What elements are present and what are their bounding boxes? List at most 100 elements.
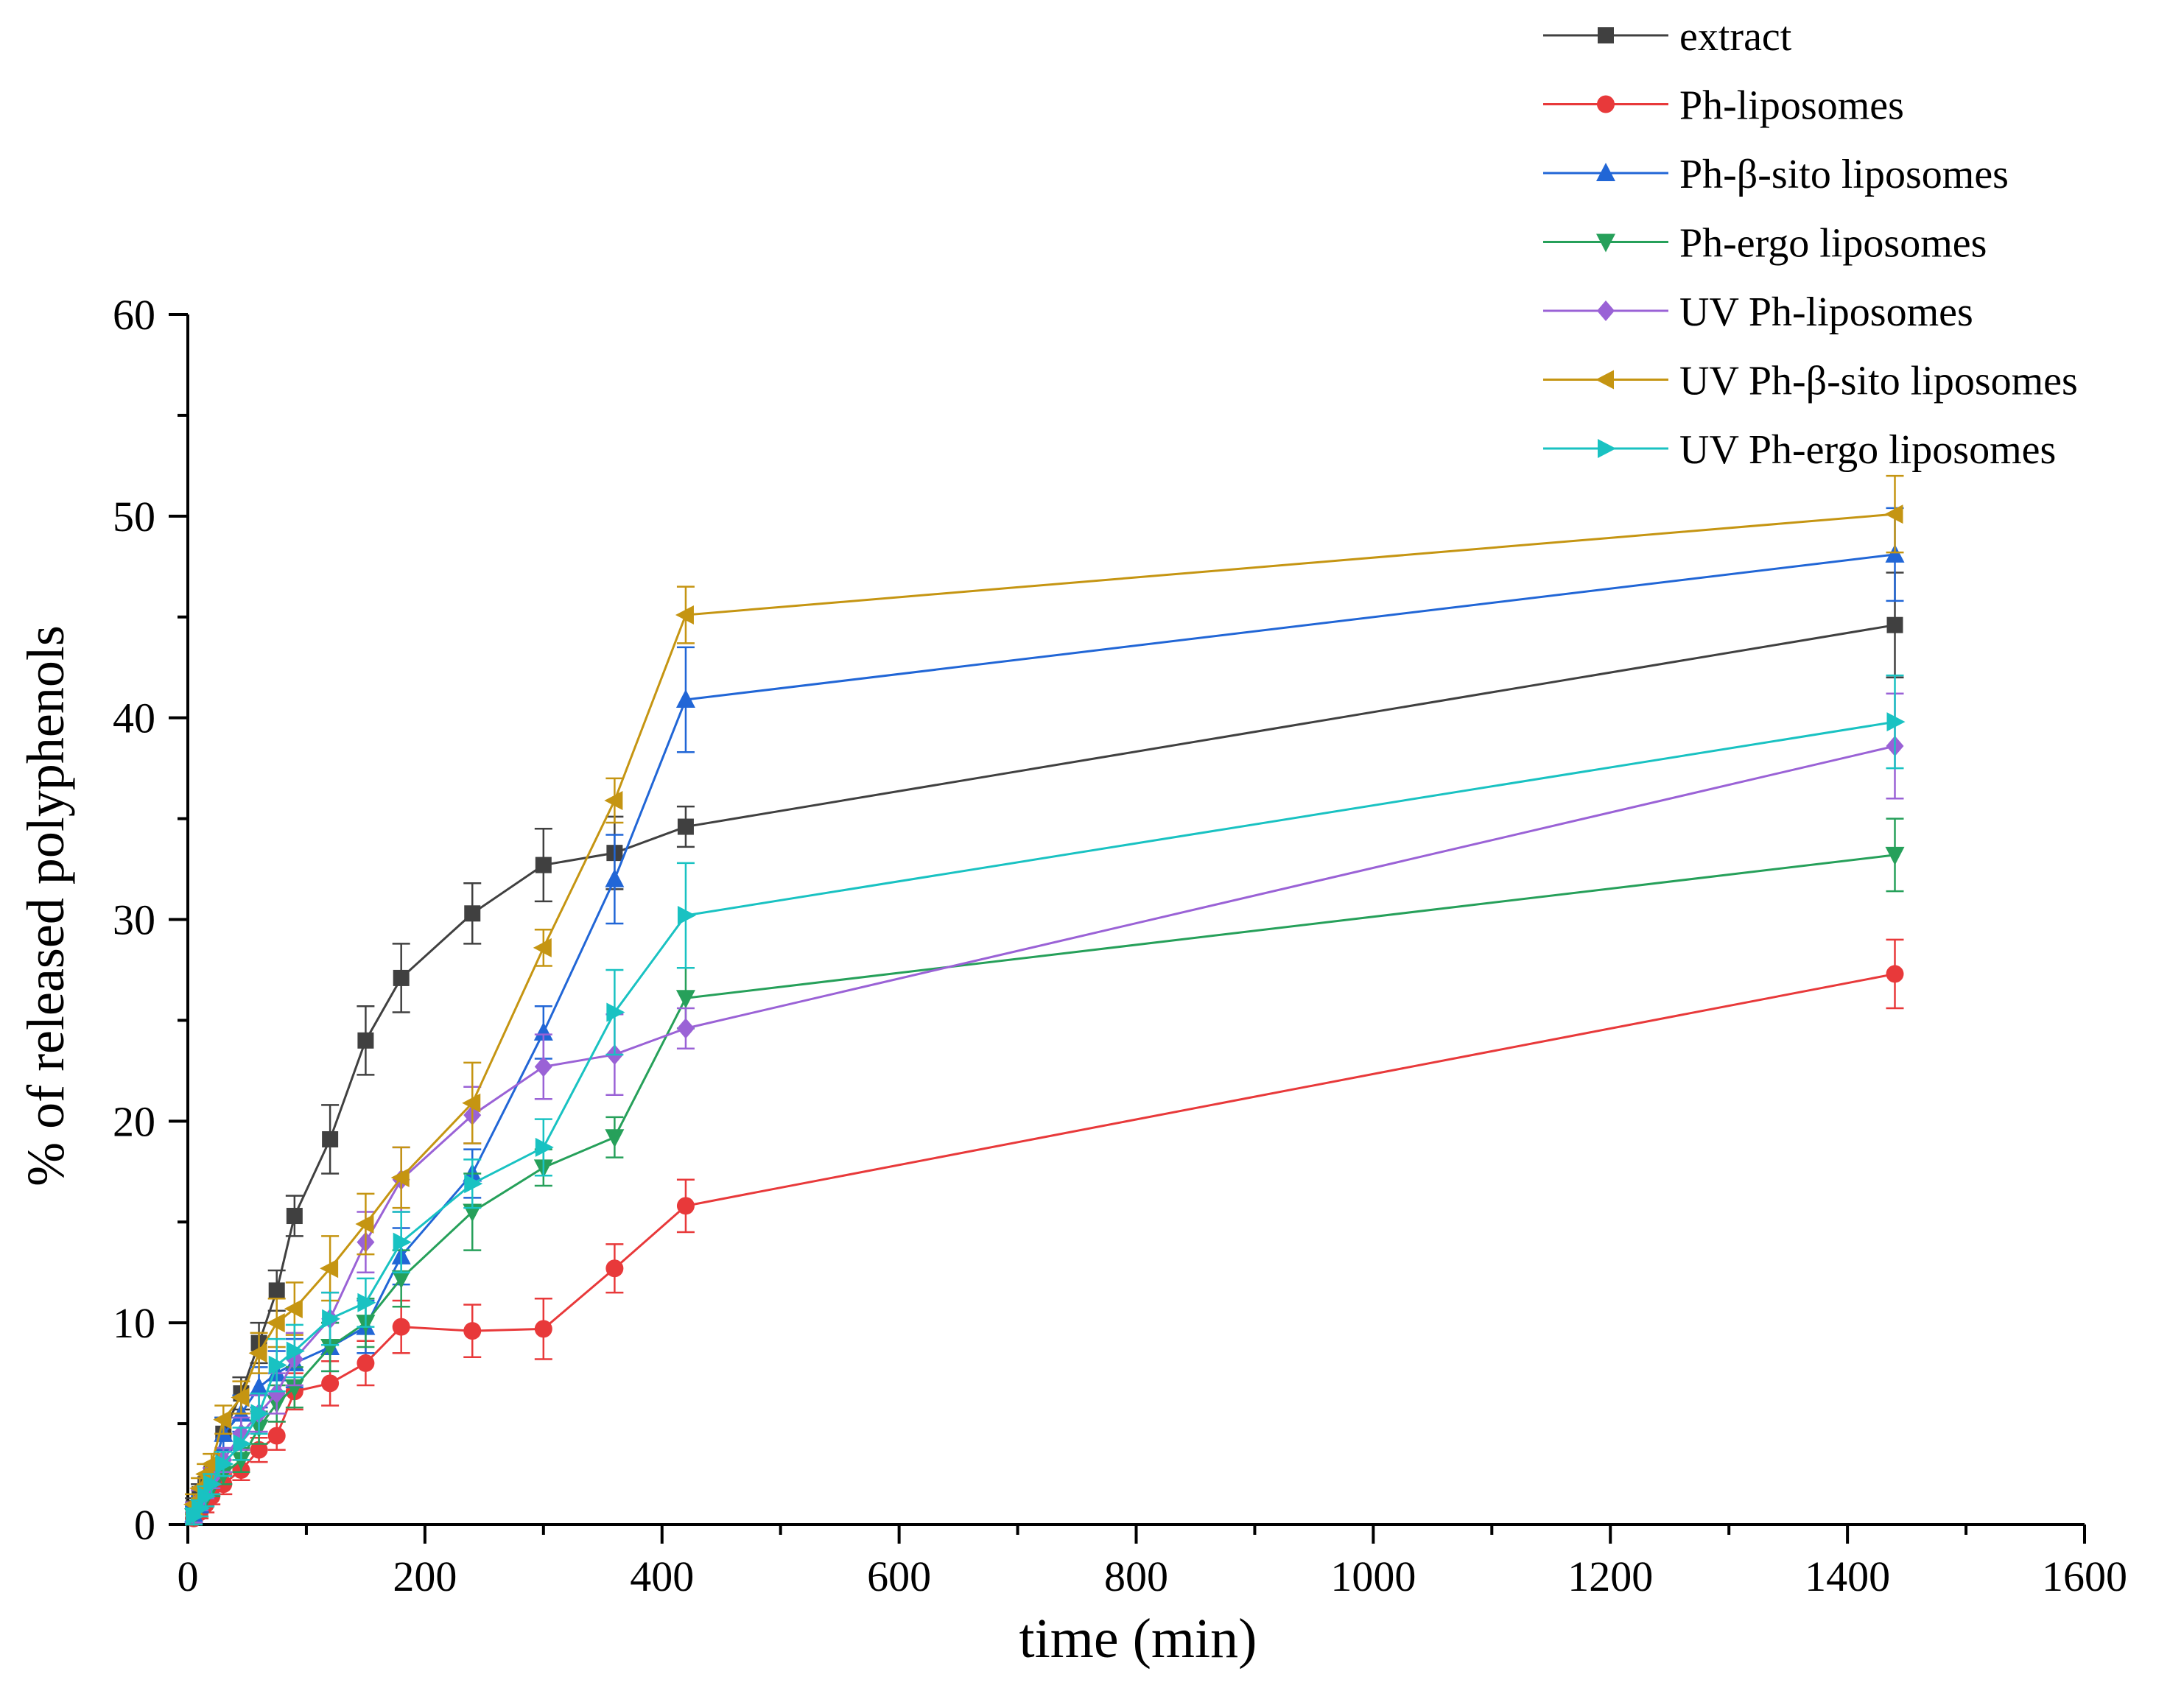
data-point [357,1354,375,1372]
data-point [535,1137,554,1157]
data-point [321,1374,340,1393]
data-point [357,1293,376,1312]
y-tick-label: 20 [113,1097,155,1145]
data-point [286,1341,305,1361]
data-point [1884,504,1903,524]
legend-label: UV Ph-ergo liposomes [1679,427,2056,473]
data-point [355,1214,374,1234]
data-point [677,906,696,926]
data-point [393,969,410,986]
data-point [605,868,625,887]
x-tick-label: 600 [867,1552,931,1600]
data-point [1885,846,1905,865]
data-point [250,1441,268,1459]
data-point [233,1434,252,1454]
legend-swatch-marker [1596,233,1615,253]
x-tick-label: 1600 [2042,1552,2127,1600]
series-5 [183,474,1904,1516]
data-point [268,1355,287,1375]
y-tick-label: 30 [113,896,155,944]
x-tick-label: 200 [393,1552,457,1600]
data-point [231,1452,251,1471]
legend: extract Ph-liposomes Ph-β-sito liposomes Ph… [1543,14,2078,473]
data-point [322,1130,339,1147]
data-point [284,1379,304,1398]
data-point [1886,616,1903,633]
axes: 0 200 400 600 800 1000 1200 1400 1600 0 10 20 30 40 50… [113,291,2127,1600]
data-point [464,1174,483,1194]
x-tick-label: 1400 [1805,1552,1890,1600]
data-point [320,1259,339,1279]
data-point [249,1376,269,1396]
data-point [676,1197,695,1215]
legend-swatch-marker [1597,95,1615,113]
data-point [213,1410,232,1429]
y-axis-title: % of released polyphenols [16,625,75,1186]
data-point [267,1383,286,1404]
legend-item-3: Ph-ergo liposomes [1543,221,1987,267]
legend-label: Ph-β-sito liposomes [1679,152,2009,197]
y-tick-label: 0 [134,1501,155,1549]
data-point [534,1320,552,1338]
data-point [197,1486,217,1506]
data-point [604,790,623,810]
data-point [248,1343,267,1363]
data-point [462,1093,481,1113]
data-point [390,1168,410,1188]
data-point [322,1309,341,1329]
data-point [533,938,552,957]
legend-item-6: UV Ph-ergo liposomes [1543,427,2056,473]
x-tick-label: 1200 [1567,1552,1653,1600]
legend-label: UV Ph-liposomes [1679,289,1973,335]
x-tick-label: 1000 [1330,1552,1416,1600]
data-point [284,1298,303,1318]
x-tick-label: 0 [178,1552,199,1600]
legend-item-0: extract [1543,14,1792,60]
legend-item-5: UV Ph-β-sito liposomes [1543,359,2078,404]
legend-swatch-marker [1595,370,1614,390]
data-point [393,1232,412,1252]
data-point [192,1499,211,1519]
legend-swatch-marker [1598,439,1616,458]
data-point [675,990,695,1009]
data-point [463,1322,482,1340]
data-point [534,1056,552,1077]
data-point [677,818,694,835]
data-point [535,857,552,873]
legend-item-2: Ph-β-sito liposomes [1543,152,2009,197]
legend-label: Ph-ergo liposomes [1679,221,1987,267]
series-6 [185,674,1906,1527]
data-point [203,1474,222,1494]
data-point [201,1454,220,1474]
legend-item-1: Ph-liposomes [1543,83,1904,129]
data-point [215,1454,234,1474]
data-point [250,1404,270,1424]
legend-label: extract [1679,14,1792,60]
data-point [606,1002,625,1022]
legend-label: UV Ph-β-sito liposomes [1679,359,2078,404]
legend-label: Ph-liposomes [1679,83,1904,129]
data-point [357,1032,374,1049]
y-tick-label: 50 [113,493,155,541]
x-tick-label: 400 [630,1552,694,1600]
data-point [286,1208,303,1225]
data-point [1886,965,1904,983]
legend-swatch-marker [1596,163,1615,181]
y-tick-label: 10 [113,1299,155,1347]
data-point [676,1018,695,1039]
data-point [267,1427,286,1445]
data-point [391,1270,411,1289]
data-point [1886,712,1906,732]
legend-item-4: UV Ph-liposomes [1543,289,1973,335]
legend-swatch-marker [1597,300,1615,321]
data-point [605,1259,624,1278]
data-point [392,1318,410,1336]
data-point [464,905,481,922]
data-point [675,605,694,625]
data-point [268,1282,285,1299]
data-point [605,1129,625,1148]
y-tick-label: 40 [113,694,155,742]
legend-swatch-marker [1598,27,1614,43]
